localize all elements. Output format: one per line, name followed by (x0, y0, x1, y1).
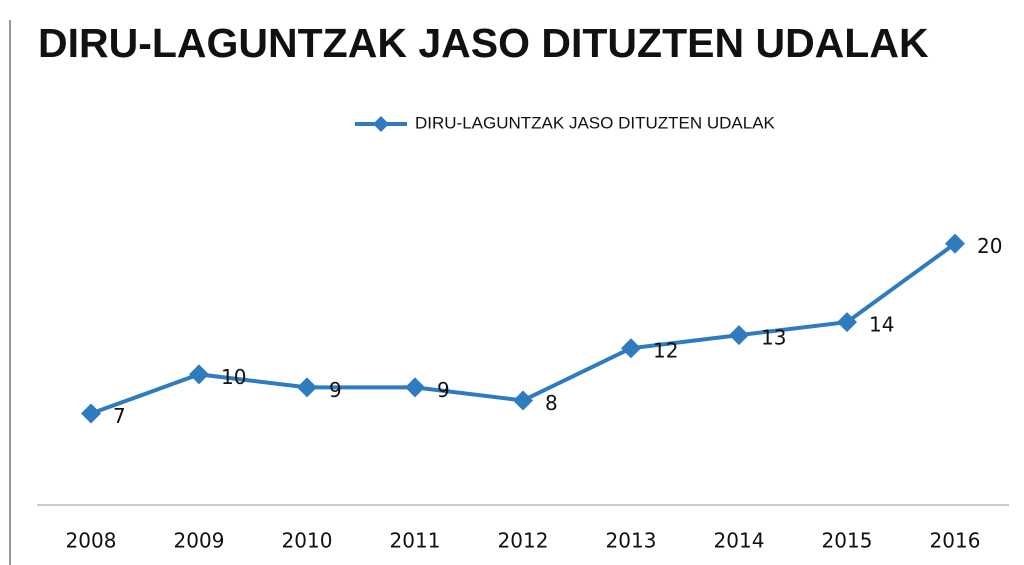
x-tick-label: 2014 (714, 529, 765, 553)
x-tick-label: 2015 (822, 529, 873, 553)
point (513, 390, 533, 411)
point (405, 377, 425, 398)
value-label: 9 (437, 378, 450, 402)
x-tick-label: 2012 (498, 529, 549, 553)
point (189, 364, 209, 385)
value-label: 13 (761, 326, 786, 350)
x-tick-label: 2013 (606, 529, 657, 553)
x-tick-label: 2011 (390, 529, 441, 553)
point (81, 403, 101, 424)
point (945, 233, 965, 254)
point (621, 338, 641, 359)
value-label: 9 (329, 378, 342, 402)
legend-marker (373, 116, 389, 132)
x-tick-label: 2008 (66, 529, 117, 553)
chart-title: DIRU-LAGUNTZAK JASO DITUZTEN UDALAK (38, 20, 929, 66)
x-tick-label: 2010 (282, 529, 333, 553)
point (297, 377, 317, 398)
point (837, 312, 857, 333)
value-label: 8 (545, 391, 558, 415)
value-label: 14 (869, 313, 894, 337)
value-label: 7 (113, 404, 126, 428)
value-label: 12 (653, 339, 678, 363)
x-tick-label: 2009 (174, 529, 225, 553)
legend-label: DIRU-LAGUNTZAK JASO DITUZTEN UDALAK (415, 113, 776, 132)
value-label: 20 (977, 234, 1002, 258)
point (729, 325, 749, 346)
x-tick-label: 2016 (930, 529, 981, 553)
value-label: 10 (221, 365, 246, 389)
